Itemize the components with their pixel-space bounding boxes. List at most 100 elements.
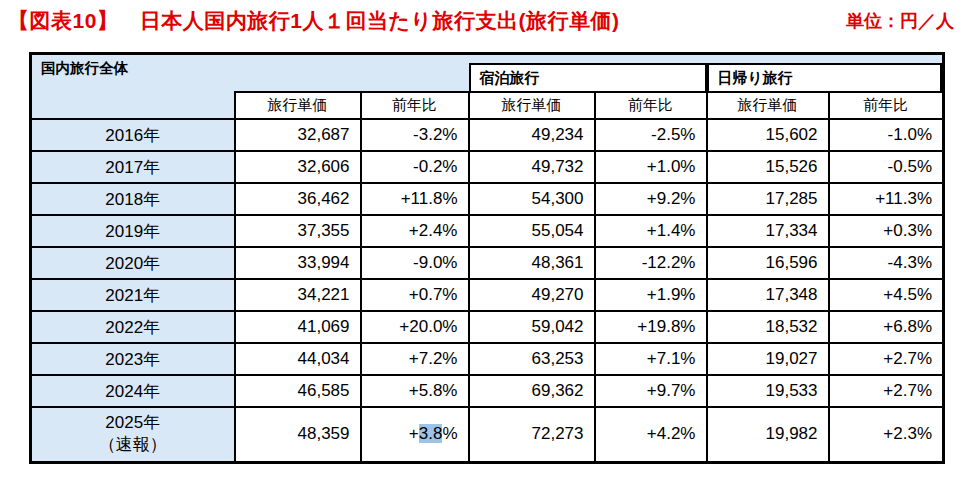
corner-label: 国内旅行全体 [31,54,469,93]
table-row: 2022年 41,069 +20.0% 59,042 +19.8% 18,532… [31,311,944,343]
value-cell: 19,533 [707,375,829,407]
value-cell: 32,687 [235,119,361,151]
value-cell: 49,234 [469,119,595,151]
header-row-columns: 旅行単価 前年比 旅行単価 前年比 旅行単価 前年比 [31,92,944,119]
value-cell: +1.9% [595,279,707,311]
value-cell: -4.3% [829,247,944,279]
value-cell: +1.0% [595,151,707,183]
value-cell: 48,359 [235,407,361,462]
table-row: 2023年 44,034 +7.2% 63,253 +7.1% 19,027 +… [31,343,944,375]
year-cell: 2017年 [31,151,235,183]
value-cell: 72,273 [469,407,595,462]
year-cell: 2016年 [31,119,235,151]
col-header-yoy-overnight: 前年比 [595,92,707,119]
value-cell: 16,596 [707,247,829,279]
year-line-1: 2025年 [34,412,232,434]
value-cell: 18,532 [707,311,829,343]
year-cell: 2021年 [31,279,235,311]
value-cell: 48,361 [469,247,595,279]
value-cell: +2.4% [361,215,469,247]
value-cell: +4.5% [829,279,944,311]
value-cell: +4.2% [595,407,707,462]
value-cell: 17,334 [707,215,829,247]
table-row: 2016年 32,687 -3.2% 49,234 -2.5% 15,602 -… [31,119,944,151]
value-cell: +9.7% [595,375,707,407]
value-cell: 36,462 [235,183,361,215]
value-cell: 32,606 [235,151,361,183]
year-cell: 2025年 （速報） [31,407,235,462]
value-cell: 49,732 [469,151,595,183]
value-cell: 19,027 [707,343,829,375]
value-cell: +1.4% [595,215,707,247]
year-cell: 2024年 [31,375,235,407]
value-cell: +5.8% [361,375,469,407]
value-cell: 15,526 [707,151,829,183]
value-cell: 54,300 [469,183,595,215]
group-header-daytrip-cell: 日帰り旅行 [707,54,944,93]
value-cell: 55,054 [469,215,595,247]
yoy-suffix: % [442,424,457,443]
table-row: 2018年 36,462 +11.8% 54,300 +9.2% 17,285 … [31,183,944,215]
unit-label: 単位：円／人 [846,9,954,33]
value-cell: +2.7% [829,343,944,375]
value-cell: +7.2% [361,343,469,375]
value-cell: -1.0% [829,119,944,151]
year-cell: 2018年 [31,183,235,215]
value-cell: 44,034 [235,343,361,375]
value-cell: 49,270 [469,279,595,311]
table-row: 2021年 34,221 +0.7% 49,270 +1.9% 17,348 +… [31,279,944,311]
year-cell: 2023年 [31,343,235,375]
group-header-daytrip: 日帰り旅行 [707,63,943,91]
value-cell: +2.3% [829,407,944,462]
col-header-yoy-overall: 前年比 [361,92,469,119]
value-cell: +11.8% [361,183,469,215]
yoy-prefix: + [409,424,419,443]
value-cell: +0.3% [829,215,944,247]
selected-text-highlight: 3.8 [419,424,443,443]
value-cell: -2.5% [595,119,707,151]
col-header-unit-price-daytrip: 旅行単価 [707,92,829,119]
col-header-unit-price-overall: 旅行単価 [235,92,361,119]
value-cell: +20.0% [361,311,469,343]
header-row-groups: 国内旅行全体 宿泊旅行 日帰り旅行 [31,54,944,93]
travel-expenditure-table: 国内旅行全体 宿泊旅行 日帰り旅行 旅行単価 前年比 旅行単価 前年比 旅行単価… [29,52,945,464]
value-cell: -0.2% [361,151,469,183]
year-cell: 2022年 [31,311,235,343]
value-cell: -12.2% [595,247,707,279]
value-cell: 46,585 [235,375,361,407]
value-cell: +2.7% [829,375,944,407]
year-line-2: （速報） [34,434,232,456]
value-cell: +6.8% [829,311,944,343]
blank-header-cell [31,92,235,119]
value-cell: +11.3% [829,183,944,215]
value-cell: 15,602 [707,119,829,151]
value-cell: 17,348 [707,279,829,311]
year-cell: 2019年 [31,215,235,247]
value-cell: +7.1% [595,343,707,375]
value-cell: 41,069 [235,311,361,343]
table-container: 国内旅行全体 宿泊旅行 日帰り旅行 旅行単価 前年比 旅行単価 前年比 旅行単価… [29,52,945,464]
value-cell: 63,253 [469,343,595,375]
col-header-yoy-daytrip: 前年比 [829,92,944,119]
table-row-preliminary: 2025年 （速報） 48,359 +3.8% 72,273 +4.2% 19,… [31,407,944,462]
value-cell: -9.0% [361,247,469,279]
report-page: 【図表10】 日本人国内旅行1人１回当たり旅行支出(旅行単価) 単位：円／人 国… [0,0,970,477]
value-cell: 17,285 [707,183,829,215]
page-title: 【図表10】 日本人国内旅行1人１回当たり旅行支出(旅行単価) [8,7,620,35]
value-cell: -3.2% [361,119,469,151]
col-header-unit-price-overnight: 旅行単価 [469,92,595,119]
value-cell: 59,042 [469,311,595,343]
group-header-overnight: 宿泊旅行 [469,63,707,91]
value-cell: -0.5% [829,151,944,183]
year-cell: 2020年 [31,247,235,279]
table-row: 2024年 46,585 +5.8% 69,362 +9.7% 19,533 +… [31,375,944,407]
table-row: 2019年 37,355 +2.4% 55,054 +1.4% 17,334 +… [31,215,944,247]
value-cell: 34,221 [235,279,361,311]
value-cell: +9.2% [595,183,707,215]
value-cell: 69,362 [469,375,595,407]
group-header-overnight-cell: 宿泊旅行 [469,54,707,93]
value-cell: +0.7% [361,279,469,311]
value-cell-with-selection: +3.8% [361,407,469,462]
value-cell: 19,982 [707,407,829,462]
table-row: 2020年 33,994 -9.0% 48,361 -12.2% 16,596 … [31,247,944,279]
